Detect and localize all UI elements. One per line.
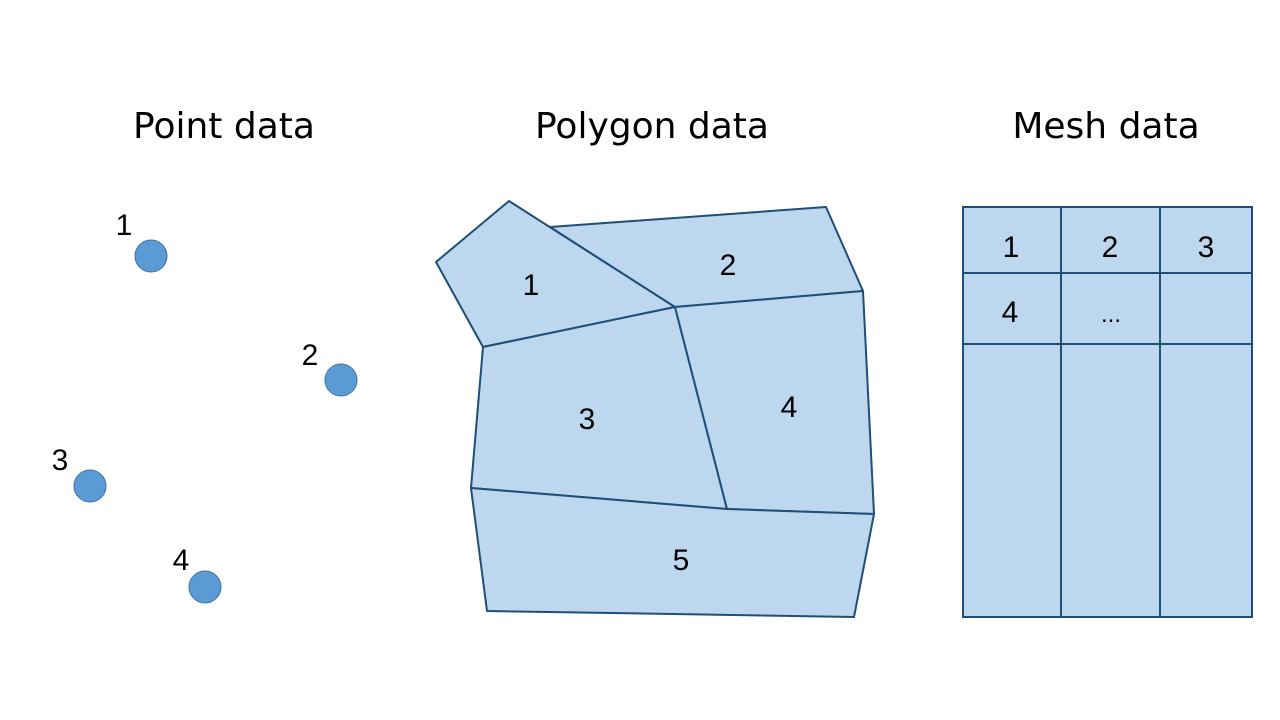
point-data-panel: 1 2 3 4 — [52, 209, 358, 604]
mesh-data-panel: 1 2 3 4 ... — [962, 206, 1253, 618]
mesh-cell-r2c2: ... — [1101, 301, 1121, 328]
point-marker-1 — [134, 239, 168, 273]
mesh-cell-r1c1: 1 — [1003, 231, 1020, 264]
point-label-4: 4 — [173, 544, 190, 577]
point-marker-2 — [324, 363, 358, 397]
polygon-label-3: 3 — [579, 403, 596, 436]
point-data-title: Point data — [133, 106, 315, 147]
point-marker-3 — [73, 469, 107, 503]
mesh-cell-r1c2: 2 — [1102, 231, 1119, 264]
point-marker-4 — [188, 570, 222, 604]
polygon-label-2: 2 — [720, 249, 737, 282]
polygon-shape-5 — [470, 487, 875, 618]
point-label-3: 3 — [52, 444, 69, 477]
polygon-label-4: 4 — [781, 391, 798, 424]
mesh-cell-r2c1: 4 — [1002, 296, 1019, 329]
point-label-2: 2 — [302, 339, 319, 372]
point-label-1: 1 — [116, 209, 133, 242]
polygon-label-5: 5 — [673, 544, 690, 577]
polygon-data-panel: 1 2 3 4 5 — [435, 200, 875, 618]
mesh-cell-r1c3: 3 — [1198, 231, 1215, 264]
polygon-data-title: Polygon data — [535, 106, 769, 147]
mesh-data-title: Mesh data — [1012, 106, 1199, 147]
polygon-label-1: 1 — [523, 269, 540, 302]
mesh-grid-frame — [962, 206, 1253, 618]
